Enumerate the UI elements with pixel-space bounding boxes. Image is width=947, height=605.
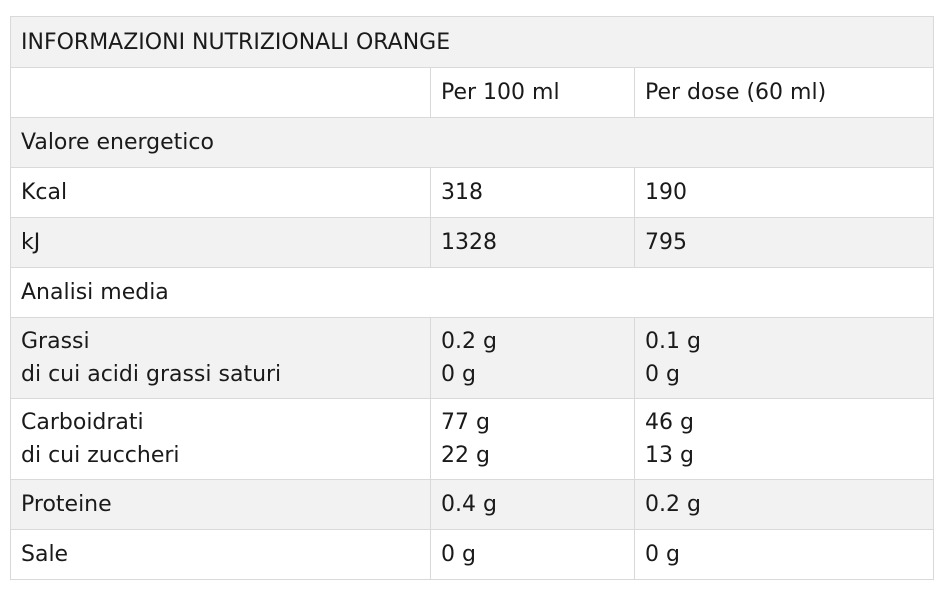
table-title-row: INFORMAZIONI NUTRIZIONALI ORANGE bbox=[9, 16, 935, 68]
zuccheri-per-dose: 13 g bbox=[645, 443, 694, 468]
label-acidi-grassi-saturi: di cui acidi grassi saturi bbox=[21, 362, 282, 387]
section-label-analysis: Analisi media bbox=[9, 267, 935, 318]
header-per-dose: Per dose (60 ml) bbox=[633, 67, 935, 118]
label-grassi: Grassi bbox=[21, 329, 90, 354]
label-zuccheri: di cui zuccheri bbox=[21, 443, 180, 468]
label-carboidrati: Carboidrati bbox=[21, 410, 144, 435]
value-per-100ml: 77 g 22 g bbox=[430, 398, 635, 480]
table-row-kcal: Kcal 318 190 bbox=[10, 167, 935, 218]
section-row-energy: Valore energetico bbox=[9, 117, 935, 168]
value-per-dose: 46 g 13 g bbox=[633, 398, 935, 480]
value-per-dose: 0 g bbox=[633, 529, 935, 580]
header-empty-cell bbox=[10, 67, 431, 118]
value-per-dose: 0.2 g bbox=[633, 479, 935, 530]
header-per-100ml: Per 100 ml bbox=[430, 67, 635, 118]
section-label-energy: Valore energetico bbox=[9, 117, 935, 168]
value-per-dose: 0.1 g 0 g bbox=[633, 317, 935, 399]
table-row-grassi: Grassi di cui acidi grassi saturi 0.2 g … bbox=[10, 317, 935, 399]
value-per-100ml: 0 g bbox=[430, 529, 635, 580]
saturi-per-dose: 0 g bbox=[645, 362, 680, 387]
grassi-per-100ml: 0.2 g bbox=[441, 329, 497, 354]
row-label: Sale bbox=[10, 529, 431, 580]
value-per-100ml: 318 bbox=[430, 167, 635, 218]
value-per-dose: 190 bbox=[633, 167, 935, 218]
row-label: kJ bbox=[10, 217, 431, 268]
row-label: Kcal bbox=[10, 167, 431, 218]
row-label: Carboidrati di cui zuccheri bbox=[10, 398, 431, 480]
section-row-analysis: Analisi media bbox=[9, 267, 935, 318]
carboidrati-per-100ml: 77 g bbox=[441, 410, 490, 435]
table-header-row: Per 100 ml Per dose (60 ml) bbox=[10, 67, 935, 118]
table-row-proteine: Proteine 0.4 g 0.2 g bbox=[10, 479, 935, 530]
nutrition-table: INFORMAZIONI NUTRIZIONALI ORANGE Per 100… bbox=[9, 16, 935, 580]
value-per-100ml: 0.4 g bbox=[430, 479, 635, 530]
value-per-100ml: 1328 bbox=[430, 217, 635, 268]
row-label: Grassi di cui acidi grassi saturi bbox=[10, 317, 431, 399]
saturi-per-100ml: 0 g bbox=[441, 362, 476, 387]
zuccheri-per-100ml: 22 g bbox=[441, 443, 490, 468]
value-per-dose: 795 bbox=[633, 217, 935, 268]
table-title: INFORMAZIONI NUTRIZIONALI ORANGE bbox=[9, 16, 935, 68]
nutrition-table-container: INFORMAZIONI NUTRIZIONALI ORANGE Per 100… bbox=[9, 16, 935, 580]
carboidrati-per-dose: 46 g bbox=[645, 410, 694, 435]
table-row-kj: kJ 1328 795 bbox=[10, 217, 935, 268]
value-per-100ml: 0.2 g 0 g bbox=[430, 317, 635, 399]
table-row-carboidrati: Carboidrati di cui zuccheri 77 g 22 g 46… bbox=[10, 398, 935, 480]
row-label: Proteine bbox=[10, 479, 431, 530]
grassi-per-dose: 0.1 g bbox=[645, 329, 701, 354]
table-row-sale: Sale 0 g 0 g bbox=[10, 529, 935, 580]
